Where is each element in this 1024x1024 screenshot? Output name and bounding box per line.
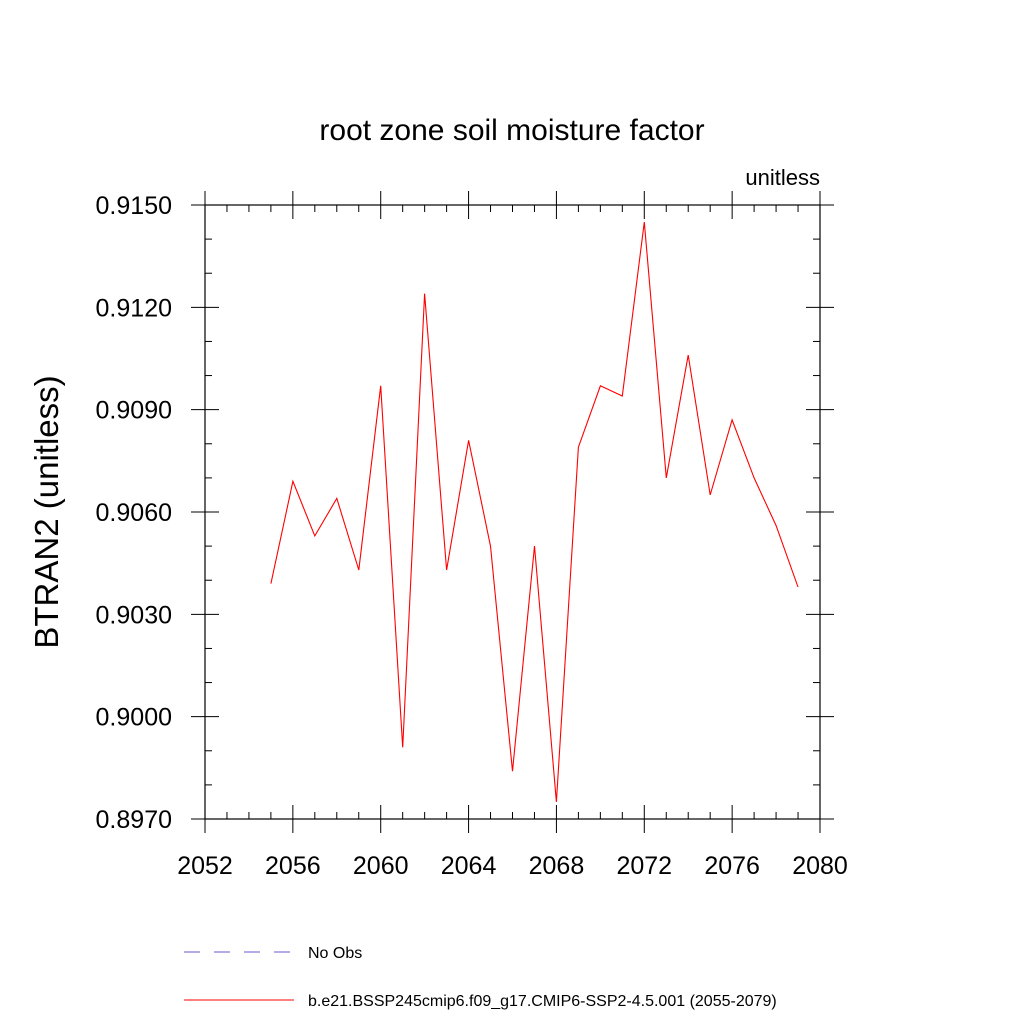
x-tick-label: 2064 — [441, 852, 497, 880]
x-tick-label: 2076 — [704, 852, 760, 880]
chart-title: root zone soil moisture factor — [319, 114, 704, 147]
series-layer — [270, 222, 799, 802]
legend-label: b.e21.BSSP245cmip6.f09_g17.CMIP6-SSP2-4.… — [308, 993, 777, 1010]
x-tick-label: 2056 — [265, 852, 321, 880]
series-line — [270, 222, 799, 802]
axis-ticks: 2052 2056 2060 2064 2068 2072 2076 2080 0.8970 0.… — [96, 191, 848, 880]
y-tick-label: 0.9150 — [96, 192, 172, 220]
x-tick-label: 2080 — [792, 852, 848, 880]
y-tick-label: 0.9060 — [96, 499, 172, 527]
legend-label: No Obs — [308, 945, 362, 962]
x-tick-label: 2060 — [353, 852, 409, 880]
plot-frame — [204, 204, 821, 820]
x-tick-label: 2052 — [177, 852, 233, 880]
y-tick-label: 0.9030 — [96, 601, 172, 629]
legend: No Obs b.e21.BSSP245cmip6.f09_g17.CMIP6-S… — [184, 945, 777, 1010]
y-tick-label: 0.9120 — [96, 294, 172, 322]
y-axis-label: BTRAN2 (unitless) — [28, 375, 65, 648]
y-tick-label: 0.9000 — [96, 704, 172, 732]
x-tick-label: 2072 — [616, 852, 672, 880]
y-tick-label: 0.8970 — [96, 806, 172, 834]
units-label: unitless — [745, 165, 820, 190]
y-tick-label: 0.9090 — [96, 397, 172, 425]
x-tick-label: 2068 — [529, 852, 585, 880]
